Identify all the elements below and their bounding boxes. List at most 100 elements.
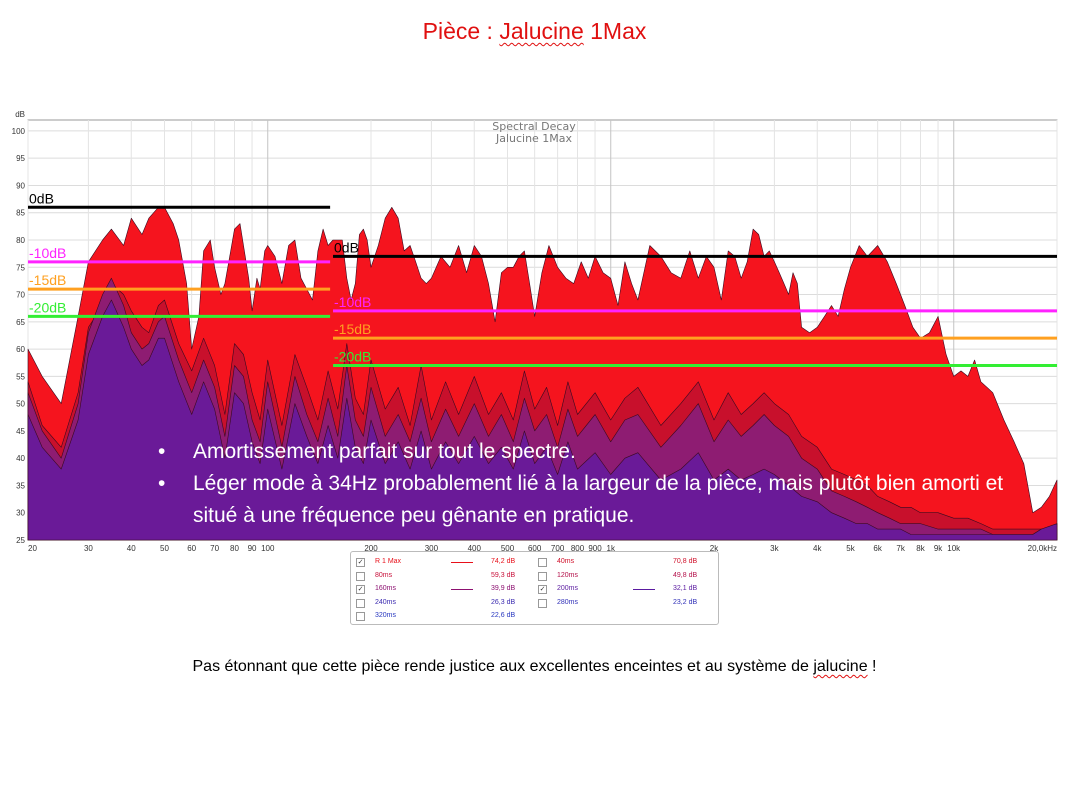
reference-line-label: -20dB <box>29 299 66 315</box>
y-tick-label: 45 <box>16 427 25 436</box>
bullet-dot: • <box>158 472 166 495</box>
x-tick-label: 20 <box>28 544 37 553</box>
legend-value: 26,3 dB <box>491 598 516 606</box>
x-tick-label: 10k <box>947 544 961 553</box>
bullet-list: • Amortissement parfait sur tout le spect… <box>158 436 1018 532</box>
legend-checkbox[interactable]: ✓ <box>538 585 547 594</box>
x-tick-label: 700 <box>551 544 565 553</box>
x-tick-label: 20,0kHz <box>1028 544 1057 553</box>
legend-series-name: 280ms <box>557 598 579 606</box>
legend-value: 70,8 dB <box>673 558 698 565</box>
x-tick-label: 6k <box>873 544 882 553</box>
footer-note: Pas étonnant que cette pièce rende justi… <box>0 658 1069 676</box>
legend-entry: 120ms 49,8 dB <box>538 571 714 583</box>
legend-panel: ✓ R 1 Max 74,2 dB 40ms 70,8 dB 80ms 59,3 dB 120… <box>350 551 719 625</box>
chart-subtitle: Jalucine 1Max <box>495 132 573 145</box>
x-tick-label: 4k <box>813 544 822 553</box>
legend-checkbox[interactable] <box>538 558 547 567</box>
legend-checkbox[interactable] <box>356 598 365 608</box>
y-tick-label: 65 <box>16 318 25 327</box>
footer-name: jalucine <box>813 658 868 675</box>
x-tick-label: 300 <box>425 544 439 553</box>
x-tick-label: 80 <box>230 544 239 553</box>
legend-value: 22,6 dB <box>491 612 516 619</box>
legend-entry: 280ms 23,2 dB <box>538 598 714 610</box>
legend-value: 49,8 dB <box>673 571 698 579</box>
legend-entry: ✓ 200ms 32,1 dB <box>538 584 714 596</box>
x-tick-label: 7k <box>896 544 905 553</box>
y-tick-label: 50 <box>16 400 25 409</box>
y-tick-label: 90 <box>16 181 25 190</box>
legend-checkbox[interactable]: ✓ <box>356 585 365 594</box>
legend-checkbox[interactable] <box>356 571 365 581</box>
reference-line-label: -20dB <box>334 348 371 364</box>
x-tick-label: 2k <box>710 544 719 553</box>
footer-text-before: Pas étonnant que cette pièce rende justi… <box>192 658 814 675</box>
y-tick-label: 35 <box>16 481 25 490</box>
legend-entry: 320ms 22,6 dB <box>356 611 532 623</box>
legend-series-name: 120ms <box>557 571 579 579</box>
legend-checkbox[interactable] <box>538 571 547 581</box>
legend-series-name: 80ms <box>375 571 393 579</box>
y-tick-label: 60 <box>16 345 25 354</box>
legend-series-name: 40ms <box>557 558 575 565</box>
bullet-text: Amortissement parfait sur tout le spectr… <box>193 440 576 463</box>
title-suffix: 1Max <box>583 18 647 44</box>
x-tick-label: 70 <box>210 544 219 553</box>
x-tick-label: 1k <box>607 544 616 553</box>
legend-series-name: 200ms <box>557 585 579 592</box>
legend-entry: 240ms 26,3 dB <box>356 598 532 610</box>
legend-value: 74,2 dB <box>491 558 516 565</box>
x-tick-label: 30 <box>84 544 93 553</box>
x-tick-label: 60 <box>187 544 196 553</box>
legend-value: 39,9 dB <box>491 585 516 592</box>
x-tick-label: 800 <box>571 544 585 553</box>
reference-line-label: -10dB <box>29 245 66 261</box>
chart-title: Spectral Decay <box>492 120 576 133</box>
footer-text-after: ! <box>867 658 877 675</box>
reference-line-label: -10dB <box>334 294 371 310</box>
y-tick-label: 40 <box>16 454 25 463</box>
bullet-dot: • <box>158 440 166 463</box>
x-tick-label: 500 <box>501 544 515 553</box>
x-tick-label: 50 <box>160 544 169 553</box>
y-tick-label: 80 <box>16 236 25 245</box>
reference-line-label: 0dB <box>29 190 54 206</box>
legend-value: 59,3 dB <box>491 571 516 579</box>
y-tick-label: 85 <box>16 209 25 218</box>
x-tick-label: 100 <box>261 544 275 553</box>
y-tick-label: 75 <box>16 263 25 272</box>
x-tick-label: 3k <box>770 544 779 553</box>
y-axis-unit: dB <box>15 110 25 119</box>
x-tick-label: 900 <box>588 544 602 553</box>
legend-checkbox[interactable] <box>356 612 365 621</box>
x-tick-label: 9k <box>934 544 943 553</box>
legend-checkbox[interactable] <box>538 598 547 608</box>
legend-line-swatch <box>451 589 473 590</box>
x-tick-label: 200 <box>364 544 378 553</box>
legend-value: 32,1 dB <box>673 585 698 592</box>
legend-series-name: 240ms <box>375 598 397 606</box>
reference-line-label: -15dB <box>29 272 66 288</box>
y-tick-label: 70 <box>16 291 25 300</box>
legend-value: 23,2 dB <box>673 598 698 606</box>
series-area-200ms <box>27 299 1058 541</box>
legend-series-name: R 1 Max <box>375 558 402 565</box>
title-prefix: Pièce : <box>422 18 500 44</box>
y-tick-label: 55 <box>16 372 25 381</box>
bullet-item: • Amortissement parfait sur tout le spect… <box>158 436 1018 468</box>
x-tick-label: 5k <box>846 544 855 553</box>
y-tick-label: 95 <box>16 154 25 163</box>
legend-line-swatch <box>451 562 473 563</box>
legend-checkbox[interactable]: ✓ <box>356 558 365 567</box>
legend-series-name: 160ms <box>375 585 397 592</box>
slide-title: Pièce : Jalucine 1Max <box>0 18 1069 45</box>
reference-line-label: -15dB <box>334 321 371 337</box>
title-name: Jalucine <box>499 18 584 44</box>
legend-entry: ✓ 160ms 39,9 dB <box>356 584 532 596</box>
x-tick-label: 400 <box>468 544 482 553</box>
x-tick-label: 90 <box>248 544 257 553</box>
x-tick-label: 8k <box>916 544 925 553</box>
bullet-text: Léger mode à 34Hz probablement lié à la … <box>193 472 1004 527</box>
legend-entry: 80ms 59,3 dB <box>356 571 532 583</box>
